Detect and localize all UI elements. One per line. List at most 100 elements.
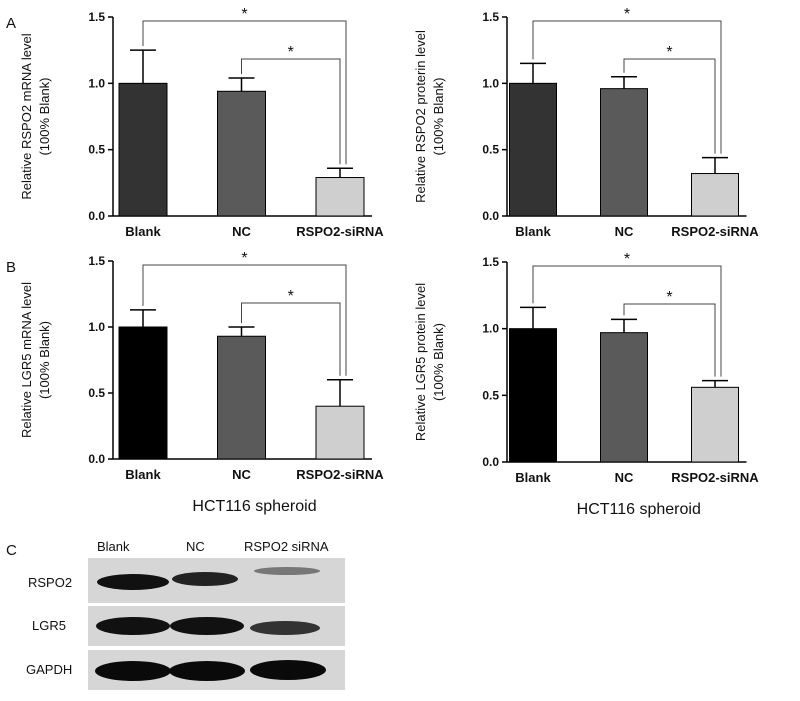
significance-bracket	[241, 302, 341, 376]
x-tick-label: Blank	[125, 467, 161, 482]
error-bar	[327, 167, 353, 178]
significance-bracket	[142, 20, 347, 165]
bar	[600, 332, 648, 463]
x-tick-label: Blank	[515, 470, 551, 485]
significance-bracket	[142, 264, 347, 376]
band	[96, 617, 170, 635]
y-tick-label: 1.0	[88, 320, 105, 334]
bar	[118, 326, 168, 460]
error-bar	[130, 49, 156, 84]
x-axis-label: HCT116 spheroid	[577, 501, 701, 518]
error-bar	[130, 309, 156, 327]
significance-bracket	[532, 20, 722, 154]
chart: 0.0 0.5 1.0 1.5 Relative RSPO2 mRNA level (10…	[19, 6, 384, 239]
bar	[509, 82, 557, 217]
band	[169, 661, 245, 681]
band	[172, 572, 238, 586]
western-blot: Blank NC RSPO2 siRNA RSPO2 LGR5 GAPDH	[26, 539, 345, 690]
error-bar	[611, 318, 637, 333]
bar	[691, 386, 739, 463]
x-tick-label: NC	[615, 470, 634, 485]
lane-label: NC	[186, 539, 205, 554]
error-bar	[520, 62, 546, 84]
x-tick-label: RSPO2-siRNA	[296, 467, 384, 482]
chart: 0.0 0.5 1.0 1.5 Relative RSPO2 proterin leve…	[413, 6, 759, 239]
chart: 0.0 0.5 1.0 1.5 Relative LGR5 protein level(…	[413, 251, 759, 518]
x-axis-label: HCT116 spheroid	[192, 498, 316, 515]
band	[254, 567, 320, 575]
x-tick-label: Blank	[125, 224, 161, 239]
error-bar	[228, 77, 255, 92]
y-tick-label: 0.5	[88, 143, 105, 157]
y-tick-label: 0.0	[88, 209, 105, 223]
y-tick-label: 0.0	[482, 455, 499, 469]
x-tick-label: RSPO2-siRNA	[671, 224, 759, 239]
significance-bracket	[241, 58, 341, 165]
significance-star: *	[241, 250, 247, 267]
band	[250, 660, 326, 680]
y-tick-label: 1.5	[88, 254, 105, 268]
significance-star: *	[666, 289, 672, 306]
significance-star: *	[666, 44, 672, 61]
error-bar	[702, 379, 728, 388]
significance-bracket	[532, 265, 722, 377]
band	[95, 661, 171, 681]
chart: 0.0 0.5 1.0 1.5 Relative LGR5 mRNA level (100…	[19, 250, 384, 515]
error-bar	[327, 379, 353, 407]
bar	[509, 328, 557, 463]
bar	[315, 177, 365, 217]
significance-star: *	[624, 251, 630, 268]
bar	[118, 82, 168, 217]
y-axis-label: (100% Blank)	[37, 321, 52, 399]
y-axis-label: Relative LGR5 mRNA level	[19, 282, 34, 438]
panel-label: C	[6, 542, 17, 559]
significance-star: *	[288, 44, 294, 61]
row-label: RSPO2	[28, 575, 72, 590]
y-tick-label: 1.5	[482, 255, 499, 269]
row-label: GAPDH	[26, 662, 72, 677]
y-tick-label: 0.5	[482, 388, 499, 402]
y-tick-label: 1.0	[482, 322, 499, 336]
y-axis-label: (100% Blank)	[431, 77, 446, 155]
bar	[217, 90, 266, 217]
error-bar	[520, 306, 546, 329]
x-tick-label: RSPO2-siRNA	[296, 224, 384, 239]
x-tick-label: RSPO2-siRNA	[671, 470, 759, 485]
lane-label: Blank	[97, 539, 130, 554]
row-label: LGR5	[32, 618, 66, 633]
y-tick-label: 1.0	[482, 76, 499, 90]
significance-star: *	[241, 6, 247, 23]
lane-label: RSPO2 siRNA	[244, 539, 329, 554]
error-bar	[228, 326, 255, 337]
y-axis-label: Relative RSPO2 proterin level	[413, 30, 428, 203]
y-tick-label: 0.5	[482, 143, 499, 157]
bar	[691, 173, 739, 217]
significance-bracket	[623, 58, 716, 154]
bar	[600, 88, 648, 217]
y-tick-label: 1.5	[88, 10, 105, 24]
y-axis-label: (100% Blank)	[431, 323, 446, 401]
y-tick-label: 0.0	[88, 452, 105, 466]
y-tick-label: 0.5	[88, 386, 105, 400]
significance-bracket	[623, 303, 716, 377]
y-axis-label: Relative RSPO2 mRNA level	[19, 33, 34, 199]
panel-label: B	[6, 259, 16, 276]
y-tick-label: 1.5	[482, 10, 499, 24]
band	[250, 621, 320, 635]
significance-star: *	[288, 288, 294, 305]
x-tick-label: NC	[232, 467, 251, 482]
error-bar	[611, 75, 637, 89]
x-tick-label: Blank	[515, 224, 551, 239]
y-tick-label: 1.0	[88, 76, 105, 90]
x-tick-label: NC	[615, 224, 634, 239]
y-tick-label: 0.0	[482, 209, 499, 223]
panel-label: A	[6, 15, 16, 32]
bar	[217, 335, 266, 460]
y-axis-label: Relative LGR5 protein level	[413, 283, 428, 441]
y-axis-label: (100% Blank)	[37, 77, 52, 155]
band	[170, 617, 244, 635]
x-tick-label: NC	[232, 224, 251, 239]
significance-star: *	[624, 6, 630, 23]
band	[97, 574, 169, 590]
